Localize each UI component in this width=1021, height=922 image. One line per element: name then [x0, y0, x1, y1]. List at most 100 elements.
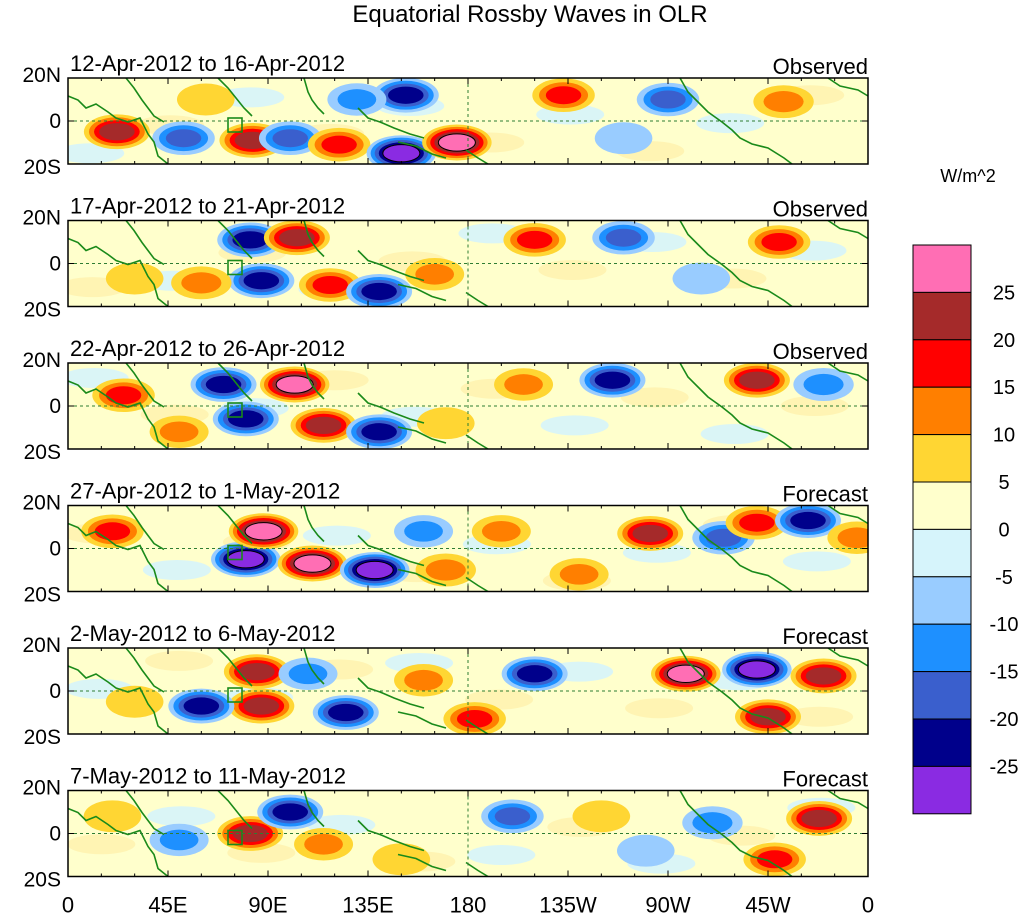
anomaly-blob [277, 545, 348, 582]
contour-band [705, 528, 742, 547]
coastline-path [68, 237, 169, 307]
anomaly-blob [149, 415, 209, 448]
contour-band [605, 228, 642, 247]
coastline-path [125, 505, 165, 551]
anomaly-blob [579, 363, 646, 398]
coastline-path [125, 220, 165, 266]
coastline-path [125, 648, 165, 693]
contour-band [650, 90, 686, 109]
contour-band [272, 803, 309, 821]
map-panel: 22-Apr-2012 to 26-Apr-2012 Observed 20N 0 20… [22, 336, 869, 464]
coastline-path [125, 790, 165, 836]
anomaly-blob [298, 268, 362, 302]
anomaly-blob [672, 262, 731, 295]
anomaly-blob [827, 521, 868, 554]
weak-anomaly [68, 834, 136, 855]
coastlines [68, 220, 868, 307]
anomaly-blob [549, 558, 609, 591]
weak-anomaly [145, 650, 214, 671]
anomaly-blob [346, 414, 413, 449]
coastline-path [217, 505, 253, 545]
anomaly-blob [258, 121, 322, 155]
map-panel: 17-Apr-2012 to 21-Apr-2012 Observed 20N 0 20… [22, 194, 869, 322]
longitude-tick-label: 90W [645, 893, 690, 918]
x-axis: 0 45E 90E 135E 180 135W 90W 45W 0 [62, 893, 874, 918]
anomaly-contours [68, 648, 868, 734]
contour-band [404, 669, 443, 691]
contour-band [504, 374, 543, 395]
coastline-path [303, 790, 325, 828]
anomaly-blob [616, 834, 675, 867]
colorbar-segment [912, 623, 972, 673]
contour-band [275, 375, 314, 394]
coastline-path [679, 790, 793, 877]
colorbar-segment [912, 576, 972, 625]
contour-band [293, 554, 332, 573]
panel-date-label: 2-May-2012 to 6-May-2012 [70, 621, 335, 646]
contour-band [272, 129, 308, 148]
contour-band [243, 272, 280, 290]
anomaly-blob [228, 688, 295, 724]
contour-band [288, 663, 328, 685]
anomaly-blob [190, 367, 257, 402]
coastline-path [217, 790, 253, 830]
coastline-path [357, 392, 425, 424]
anomaly-blob [725, 505, 789, 540]
contour-band [387, 86, 424, 104]
anomaly-blob [405, 258, 465, 291]
longitude-tick-label: 0 [62, 893, 74, 918]
contour-band [159, 421, 199, 443]
colorbar-tick-label: -5 [995, 567, 1013, 589]
contour-band [456, 709, 493, 728]
coastline-box [227, 687, 243, 703]
contour-band [559, 563, 599, 585]
coastline-path [68, 807, 169, 877]
coastline-path [68, 665, 169, 734]
coastline-path [217, 78, 253, 117]
coastline-path [679, 648, 793, 734]
map-area [67, 77, 869, 165]
contour-band [372, 843, 431, 876]
contour-band [545, 86, 582, 105]
anomaly-blob [171, 266, 232, 300]
colorbar-tick-label: -25 [990, 756, 1019, 778]
weak-anomaly [302, 525, 371, 546]
panel-status-label: Observed [773, 54, 868, 79]
anomaly-blob [651, 655, 721, 692]
contour-band [739, 371, 775, 389]
panel-status-label: Forecast [782, 624, 868, 649]
coastline-path [68, 95, 169, 164]
anomaly-blob [722, 651, 792, 688]
contour-band [692, 812, 733, 834]
contour-band [327, 703, 364, 722]
contour-band [632, 524, 669, 543]
contour-band [304, 833, 343, 855]
coastline-path [397, 426, 447, 444]
contour-band [415, 263, 455, 285]
contour-band [159, 829, 199, 851]
anomaly-contours [68, 78, 868, 164]
contour-band [756, 850, 793, 869]
contour-band [382, 144, 421, 163]
contour-band [837, 527, 868, 549]
coastline-path [125, 363, 165, 408]
anomaly-blob [83, 800, 142, 833]
anomaly-blob [105, 685, 164, 718]
panel-status-label: Forecast [782, 482, 868, 507]
colorbar-segment [912, 481, 972, 530]
coastline-path [679, 78, 793, 164]
anomaly-blob [494, 368, 554, 401]
anomaly-blob [422, 124, 492, 161]
contour-band [437, 133, 476, 152]
contour-band [99, 123, 135, 141]
contour-band [516, 230, 553, 249]
anomaly-blob [394, 664, 454, 697]
contour-band [750, 708, 786, 726]
anomaly-blob [105, 262, 164, 295]
anomaly-blob [228, 513, 299, 550]
map-panel: 27-Apr-2012 to 1-May-2012 Forecast 20N 0 20S [22, 479, 869, 607]
latitude-tick-label: 20N [22, 349, 61, 372]
colorbar-segment [912, 434, 972, 483]
anomaly-blob [790, 658, 857, 694]
coastline-path [827, 790, 868, 810]
